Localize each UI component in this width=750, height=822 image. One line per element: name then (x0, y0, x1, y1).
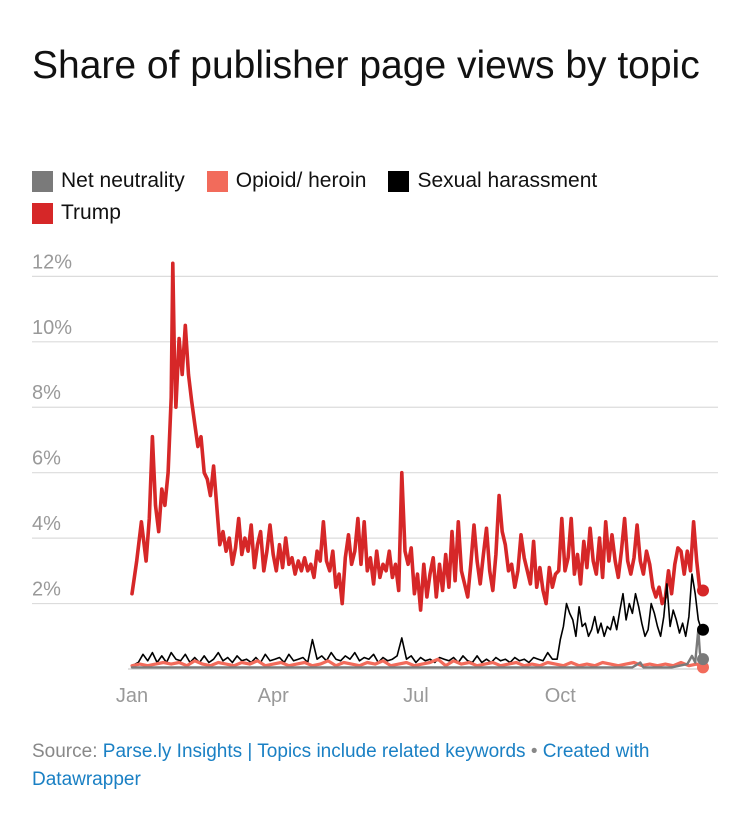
series-endpoint-sexual-harassment (697, 623, 709, 636)
y-tick-label: 6% (32, 448, 61, 470)
credit-link[interactable]: Created with Datawrapper (32, 741, 650, 790)
legend-label: Net neutrality (61, 169, 185, 192)
y-tick-label: 10% (32, 317, 72, 339)
footer: Source: Parse.ly Insights | Topics inclu… (32, 738, 722, 794)
series-line-trump (130, 261, 705, 612)
series-line-opioid-heroin (130, 657, 705, 669)
x-tick-label: Jul (403, 685, 429, 707)
series-endpoint-net-neutrality (697, 653, 709, 666)
series-endpoint-trump (697, 584, 709, 597)
x-tick-label: Jan (116, 685, 148, 707)
source-prefix: Source: (32, 741, 103, 762)
legend-item-net-neutrality: Net neutrality (32, 168, 185, 194)
y-tick-label: 8% (32, 382, 61, 404)
series-line-net-neutrality (130, 628, 705, 669)
legend-item-opioid-heroin: Opioid/ heroin (206, 168, 367, 194)
footer-separator: • (525, 741, 543, 762)
legend-swatch-trump (32, 202, 53, 224)
legend-item-sexual-harassment: Sexual harassment (388, 168, 597, 194)
legend-swatch-net-neutrality (32, 170, 53, 192)
legend-label: Opioid/ heroin (235, 169, 367, 192)
legend-label: Trump (61, 201, 121, 224)
chart-title: Share of publisher page views by topic (32, 44, 700, 87)
legend-item-trump: Trump (32, 200, 121, 226)
source-link[interactable]: Parse.ly Insights | Topics include relat… (102, 741, 526, 762)
y-tick-label: 4% (32, 513, 61, 535)
legend: Net neutrality Opioid/ heroin Sexual har… (32, 168, 722, 226)
x-tick-label: Apr (258, 685, 289, 707)
legend-label: Sexual harassment (417, 169, 598, 192)
x-tick-label: Oct (545, 685, 577, 707)
y-tick-label: 12% (32, 251, 72, 273)
legend-swatch-opioid-heroin (206, 170, 228, 192)
line-chart: 2% 4% 6% 8% 10% 12% Jan Apr Jul Oct (32, 251, 718, 707)
series-line-sexual-harassment (131, 573, 704, 667)
y-tick-label: 2% (32, 579, 61, 601)
legend-swatch-sexual-harassment (388, 170, 410, 192)
